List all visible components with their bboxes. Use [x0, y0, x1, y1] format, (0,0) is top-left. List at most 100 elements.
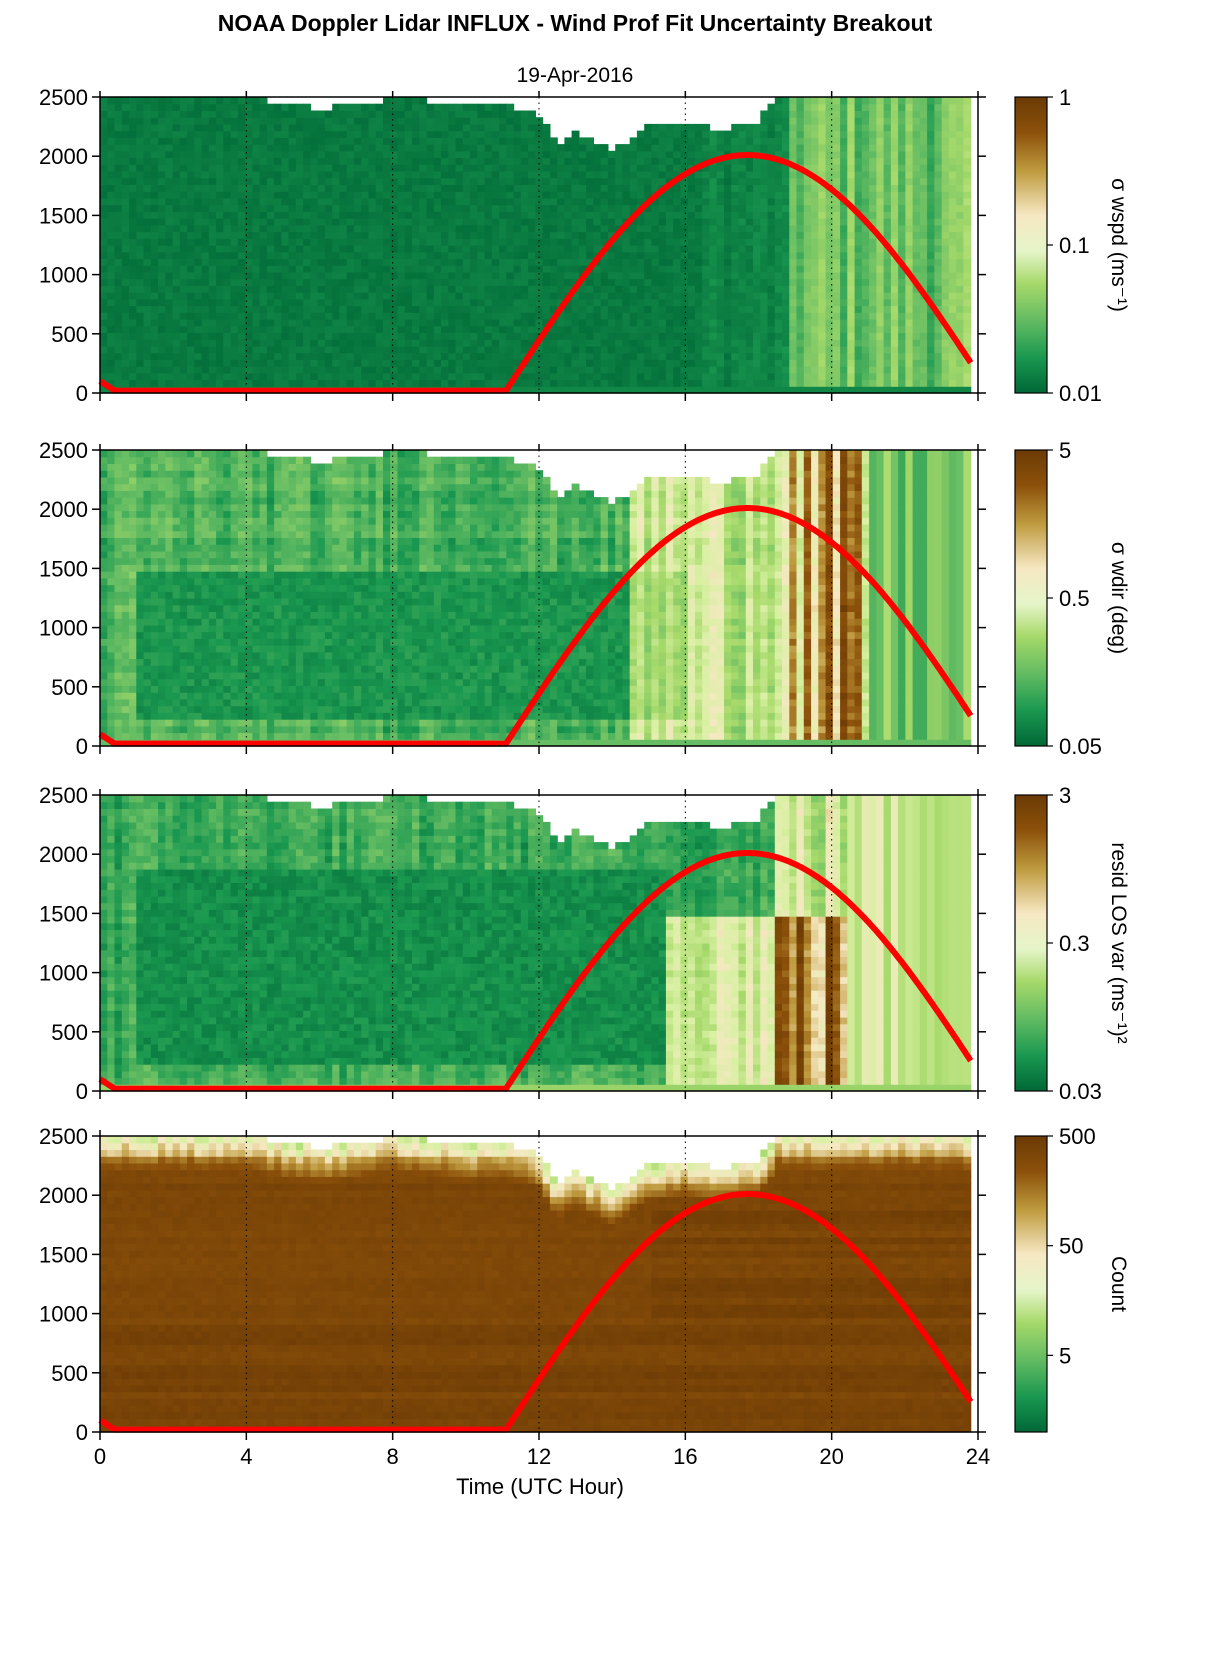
- heatmap-cell: [746, 124, 754, 131]
- heatmap-cell: [274, 191, 282, 198]
- heatmap-cell: [615, 299, 623, 306]
- heatmap-cell: [601, 279, 609, 286]
- heatmap-cell: [136, 211, 144, 218]
- heatmap-cell: [543, 164, 551, 171]
- heatmap-cell: [949, 205, 957, 212]
- heatmap-cell: [608, 359, 616, 366]
- heatmap-cell: [768, 137, 776, 144]
- heatmap-cell: [905, 346, 913, 353]
- heatmap-cell: [818, 326, 826, 333]
- heatmap-cell: [238, 164, 246, 171]
- heatmap-cell: [818, 225, 826, 232]
- heatmap-cell: [905, 185, 913, 192]
- heatmap-cell: [717, 319, 725, 326]
- heatmap-cell: [514, 333, 522, 340]
- heatmap-cell: [782, 211, 790, 218]
- heatmap-cell: [441, 245, 449, 252]
- heatmap-cell: [731, 339, 739, 346]
- heatmap-cell: [318, 333, 326, 340]
- heatmap-cell: [499, 326, 507, 333]
- heatmap-cell: [797, 339, 805, 346]
- heatmap-cell: [310, 232, 318, 239]
- heatmap-cell: [165, 353, 173, 360]
- heatmap-cell: [499, 191, 507, 198]
- heatmap-cell: [289, 185, 297, 192]
- heatmap-cell: [434, 279, 442, 286]
- heatmap-cell: [463, 245, 471, 252]
- heatmap-cell: [289, 353, 297, 360]
- heatmap-cell: [934, 131, 942, 138]
- heatmap-cell: [615, 279, 623, 286]
- heatmap-cell: [369, 111, 377, 118]
- heatmap-cell: [325, 299, 333, 306]
- heatmap-cell: [325, 191, 333, 198]
- heatmap-cell: [884, 232, 892, 239]
- heatmap-cell: [289, 279, 297, 286]
- heatmap-cell: [506, 299, 514, 306]
- heatmap-cell: [681, 144, 689, 151]
- heatmap-cell: [274, 333, 282, 340]
- heatmap-cell: [310, 272, 318, 279]
- heatmap-cell: [107, 319, 115, 326]
- heatmap-cell: [441, 151, 449, 158]
- heatmap-cell: [209, 299, 217, 306]
- heatmap-cell: [898, 218, 906, 225]
- heatmap-cell: [369, 117, 377, 124]
- heatmap-cell: [608, 272, 616, 279]
- heatmap-cell: [782, 111, 790, 118]
- heatmap-cell: [811, 232, 819, 239]
- heatmap-cell: [637, 306, 645, 313]
- heatmap-cell: [361, 306, 369, 313]
- heatmap-cell: [398, 346, 406, 353]
- heatmap-cell: [753, 252, 761, 259]
- heatmap-cell: [630, 225, 638, 232]
- heatmap-cell: [586, 232, 594, 239]
- heatmap-cell: [905, 326, 913, 333]
- heatmap-cell: [651, 265, 659, 272]
- heatmap-cell: [898, 319, 906, 326]
- heatmap-cell: [165, 272, 173, 279]
- heatmap-cell: [579, 339, 587, 346]
- heatmap-cell: [151, 265, 159, 272]
- heatmap-cell: [427, 366, 435, 373]
- heatmap-cell: [898, 111, 906, 118]
- heatmap-cell: [165, 245, 173, 252]
- heatmap-cell: [318, 373, 326, 380]
- heatmap-cell: [492, 346, 500, 353]
- heatmap-cell: [942, 124, 950, 131]
- heatmap-cell: [267, 299, 275, 306]
- heatmap-cell: [884, 373, 892, 380]
- heatmap-cell: [630, 245, 638, 252]
- heatmap-cell: [811, 211, 819, 218]
- heatmap-cell: [144, 185, 152, 192]
- heatmap-cell: [855, 191, 863, 198]
- heatmap-cell: [622, 252, 630, 259]
- heatmap-cell: [797, 272, 805, 279]
- heatmap-cell: [760, 285, 768, 292]
- heatmap-cell: [390, 131, 398, 138]
- heatmap-cell: [354, 185, 362, 192]
- heatmap-cell: [281, 326, 289, 333]
- heatmap-cell: [405, 346, 413, 353]
- heatmap-cell: [514, 198, 522, 205]
- heatmap-cell: [760, 191, 768, 198]
- heatmap-cell: [681, 124, 689, 131]
- heatmap-cell: [550, 366, 558, 373]
- heatmap-cell: [876, 164, 884, 171]
- heatmap-cell: [797, 178, 805, 185]
- heatmap-cell: [891, 353, 899, 360]
- heatmap-cell: [245, 346, 253, 353]
- heatmap-cell: [891, 137, 899, 144]
- heatmap-cell: [129, 366, 137, 373]
- heatmap-cell: [339, 285, 347, 292]
- heatmap-cell: [412, 131, 420, 138]
- heatmap-cell: [165, 366, 173, 373]
- heatmap-cell: [637, 191, 645, 198]
- heatmap-cell: [862, 259, 870, 266]
- heatmap-cell: [521, 333, 529, 340]
- heatmap-cell: [252, 124, 260, 131]
- heatmap-cell: [920, 252, 928, 259]
- heatmap-cell: [775, 353, 783, 360]
- heatmap-cell: [296, 312, 304, 319]
- heatmap-cell: [913, 205, 921, 212]
